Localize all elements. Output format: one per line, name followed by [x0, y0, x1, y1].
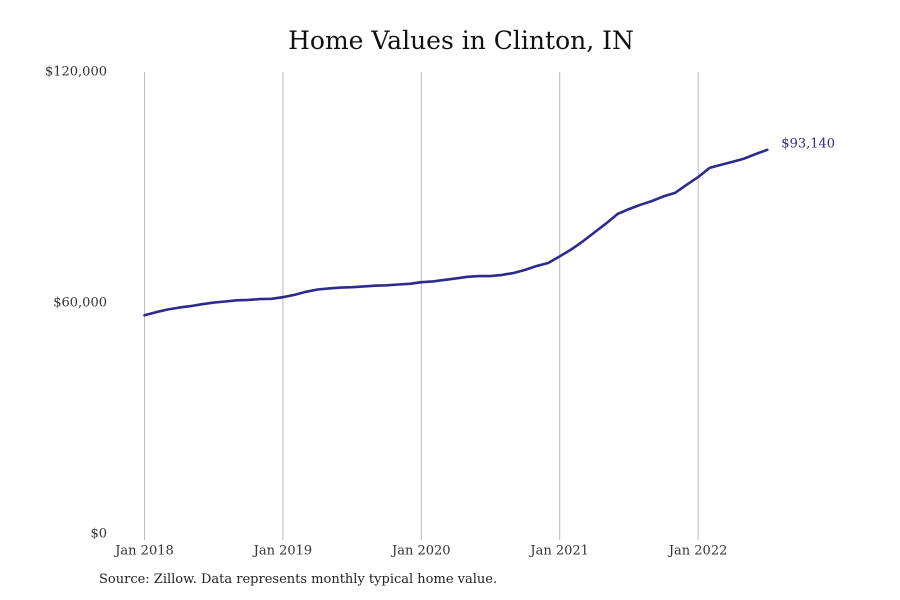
x-tick-label: Jan 2020 — [390, 544, 451, 559]
y-tick-label: $60,000 — [53, 296, 107, 311]
y-tick-label: $120,000 — [45, 65, 107, 80]
series-line — [143, 148, 769, 317]
x-axis-ticks: Jan 2018 Jan 2019 Jan 2020 Jan 2021 Jan 2022 — [113, 544, 727, 559]
x-tick-label: Jan 2019 — [252, 544, 313, 559]
chart-title: Home Values in Clinton, IN — [288, 26, 634, 55]
x-tick-label: Jan 2018 — [113, 544, 174, 559]
series-layer — [143, 148, 769, 317]
y-tick-label: $0 — [90, 527, 107, 542]
grid-lines — [144, 72, 699, 540]
x-tick-label: Jan 2022 — [667, 544, 728, 559]
annotation-layer: $93,140 — [781, 136, 835, 151]
x-tick-label: Jan 2021 — [528, 544, 589, 559]
end-value-label: $93,140 — [781, 136, 835, 151]
y-axis-ticks: $0 $60,000 $120,000 — [45, 65, 107, 542]
source-note: Source: Zillow. Data represents monthly … — [99, 572, 498, 587]
